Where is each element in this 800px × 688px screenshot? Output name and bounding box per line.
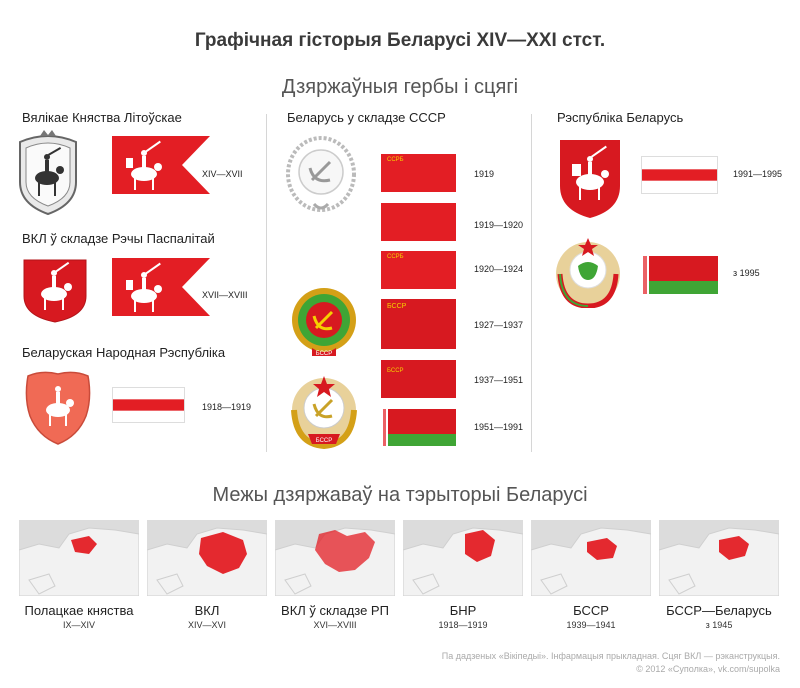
footer-copyright: © 2012 «Суполка», vk.com/supolka [636, 664, 780, 674]
ssrb-emblem [284, 134, 358, 216]
flag-canton-text: БССР [387, 368, 404, 374]
flag-ssrb-1920: ССРБ [381, 251, 456, 289]
map-label: ВКЛ ў складзе РП [281, 603, 389, 618]
page-title: Графічная гісторыя Беларусі XIV—XXI стст… [194, 30, 606, 51]
flag-years: 1937—1951 [474, 375, 524, 385]
footer-note: Па дадзеных «Вікіпедыі». Інфармацыя прык… [441, 651, 780, 661]
commonwealth-coat-of-arms [20, 256, 90, 324]
flag-years: 1920—1924 [474, 264, 524, 274]
flag-1919-1920 [381, 203, 456, 241]
republic-years-1995: з 1995 [733, 268, 760, 278]
map-label: Полацкае княства [24, 603, 134, 618]
map-years: IX—XIV [62, 620, 95, 630]
bpr-coat-of-arms [22, 368, 94, 446]
republic-flag-1991 [641, 156, 718, 194]
republic-years-1991: 1991—1995 [733, 169, 783, 179]
border-map [275, 520, 395, 596]
map-label: БССР [573, 603, 609, 618]
column-divider [266, 114, 267, 452]
flag-ssrb-1919: ССРБ [381, 154, 456, 192]
flag-bssr-1937: БССР [381, 360, 456, 398]
map-label: ВКЛ [194, 603, 220, 618]
bpr-years: 1918—1919 [202, 402, 252, 412]
flag-canton-text: ССРБ [387, 254, 404, 260]
section-heading-gdl: Вялікае Княства Літоўскае [22, 110, 182, 125]
flag-bssr-1951 [381, 409, 456, 446]
borders-heading: Межы дзяржаваў на тэрыторыі Беларусі [212, 484, 588, 506]
emblem-ribbon-text: БССР [316, 351, 333, 357]
flag-canton-text: БССР [387, 303, 407, 310]
column-divider [531, 114, 532, 452]
map-label: БССР—Беларусь [666, 603, 772, 618]
flag-years: 1951—1991 [474, 422, 524, 432]
section-heading-republic: Рэспубліка Беларусь [557, 110, 684, 125]
bpr-flag [112, 387, 185, 423]
gdl-flag [112, 136, 210, 194]
commonwealth-flag [112, 258, 210, 316]
arms-flags-heading: Дзяржаўныя гербы і сцягі [281, 76, 519, 98]
republic-flag-1995 [641, 256, 718, 294]
flag-bssr-1927: БССР [381, 299, 456, 349]
gdl-coat-of-arms [14, 130, 82, 216]
map-years: 1939—1941 [566, 620, 616, 630]
map-years: XVI—XVIII [313, 620, 357, 630]
section-heading-gdl-commonwealth: ВКЛ ў складзе Рэчы Паспалітай [22, 231, 215, 246]
flag-years: 1919 [474, 169, 495, 179]
border-map [659, 520, 779, 596]
flag-years: 1919—1920 [474, 220, 524, 230]
republic-coat-of-arms-1995 [552, 236, 624, 309]
map-years: з 1945 [705, 620, 733, 630]
border-map [531, 520, 651, 596]
emblem-ribbon-text: БССР [316, 438, 333, 444]
bssr-emblem-1937: БССР [284, 374, 364, 450]
section-heading-ussr: Беларусь у складзе СССР [287, 110, 446, 125]
republic-coat-of-arms-1991 [556, 136, 624, 220]
map-years: XIV—XVI [187, 620, 226, 630]
map-label: БНР [449, 603, 477, 618]
map-years: 1918—1919 [438, 620, 488, 630]
border-map [19, 520, 139, 596]
flag-years: 1927—1937 [474, 320, 524, 330]
flag-canton-text: ССРБ [387, 157, 404, 163]
section-heading-bpr: Беларуская Народная Рэспубліка [22, 345, 226, 360]
border-map [147, 520, 267, 596]
bssr-emblem-1927: БССР [284, 286, 364, 360]
gdl-years: XIV—XVII [202, 169, 243, 179]
border-map [403, 520, 523, 596]
commonwealth-years: XVII—XVIII [202, 290, 248, 300]
